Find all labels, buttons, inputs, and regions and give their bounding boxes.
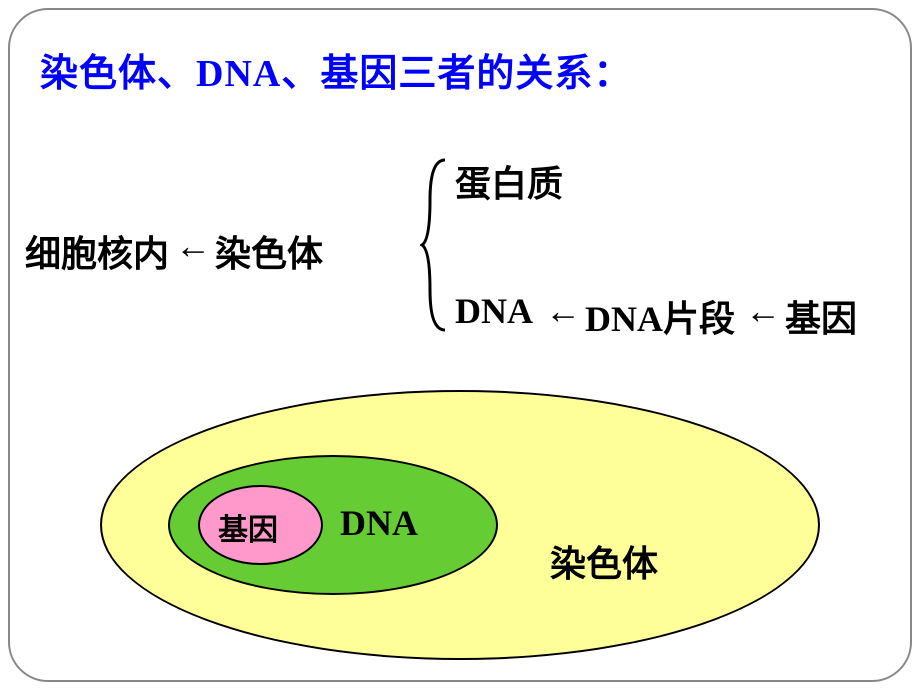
slide-title: 染色体、DNA、基因三者的关系： [40,42,632,97]
label-chromosome: 染色体 [215,225,323,277]
venn-label-gene: 基因 [218,505,278,549]
label-gene: 基因 [785,290,857,342]
venn-diagram: 基因 DNA 染色体 [100,390,820,660]
venn-label-chromosome: 染色体 [550,535,658,587]
label-dna: DNA [455,290,533,332]
arrow-1: ← [175,225,211,267]
hierarchy-diagram: 细胞核内 ← 染色体 蛋白质 DNA ← DNA片段 ← 基因 [25,155,895,335]
brace-bracket [420,155,450,335]
label-nucleus: 细胞核内 [25,225,169,277]
label-protein: 蛋白质 [455,155,563,207]
arrow-2: ← [545,290,581,332]
arrow-3: ← [745,290,781,332]
venn-label-dna: DNA [340,502,418,544]
label-dna-segment: DNA片段 [585,290,735,342]
